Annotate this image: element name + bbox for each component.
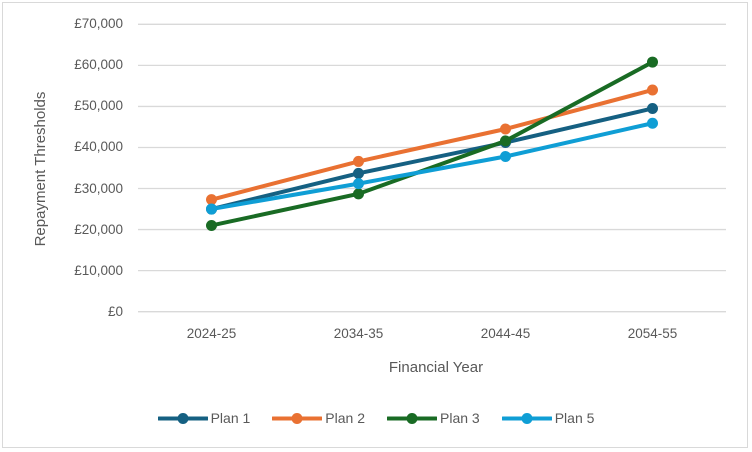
y-axis-tick-label: £20,000	[74, 221, 123, 237]
data-point-plan-5	[500, 151, 511, 163]
y-axis-tick-label: £30,000	[74, 180, 123, 196]
y-axis-tick-label: £40,000	[74, 139, 123, 155]
data-point-plan-2	[353, 155, 364, 167]
x-axis-tick-label: 2024-25	[186, 326, 237, 341]
y-axis-tick-label: £60,000	[74, 57, 123, 73]
line-chart: £0 £10,000 £20,000 £30,000 £40,000 £50,000 £60…	[2, 2, 748, 448]
data-point-plan-2	[206, 194, 217, 206]
x-axis-title: Financial Year	[388, 359, 484, 376]
data-point-plan-5	[353, 178, 364, 190]
legend-item-label: Plan 2	[325, 410, 365, 426]
legend: Plan 1 Plan 2 Plan 3 Plan 5	[3, 410, 749, 426]
legend-item-plan-5: Plan 5	[501, 410, 595, 426]
data-point-plan-2	[500, 123, 511, 135]
y-axis-title: Repayment Thresholds	[32, 91, 49, 247]
legend-item-plan-1: Plan 1	[157, 410, 251, 426]
legend-item-plan-2: Plan 2	[272, 410, 365, 426]
legend-item-plan-3: Plan 3	[387, 410, 480, 426]
legend-item-label: Plan 1	[210, 410, 251, 426]
data-point-plan-1	[353, 167, 364, 179]
y-axis-tick-label: £50,000	[74, 98, 123, 114]
data-point-plan-5	[647, 117, 658, 129]
series-line-plan-3	[209, 60, 655, 228]
legend-item-label: Plan 3	[440, 410, 480, 426]
y-axis-tick-label: £0	[107, 303, 123, 319]
data-point-plan-5	[206, 203, 217, 215]
x-axis-tick-label: 2044-45	[480, 326, 531, 341]
y-axis-tick-label: £70,000	[74, 16, 123, 32]
legend-marker-icon	[501, 412, 552, 424]
data-point-plan-3	[500, 135, 511, 147]
series-line-plan-2	[209, 87, 655, 202]
legend-marker-icon	[157, 412, 208, 424]
plot-area	[138, 23, 726, 313]
series-line-plan-1	[209, 106, 655, 212]
legend-marker-icon	[272, 412, 323, 424]
data-point-plan-3	[353, 188, 364, 200]
legend-marker-icon	[387, 412, 437, 424]
x-axis-tick-label: 2054-55	[627, 326, 678, 341]
series-line-plan-5	[209, 121, 655, 212]
data-point-plan-3	[647, 56, 658, 68]
legend-item-label: Plan 5	[554, 410, 595, 426]
data-point-plan-2	[647, 84, 658, 96]
x-axis-tick-label: 2034-35	[333, 326, 384, 341]
data-point-plan-3	[206, 219, 217, 231]
y-axis-tick-label: £10,000	[74, 262, 123, 278]
data-point-plan-1	[647, 102, 658, 114]
